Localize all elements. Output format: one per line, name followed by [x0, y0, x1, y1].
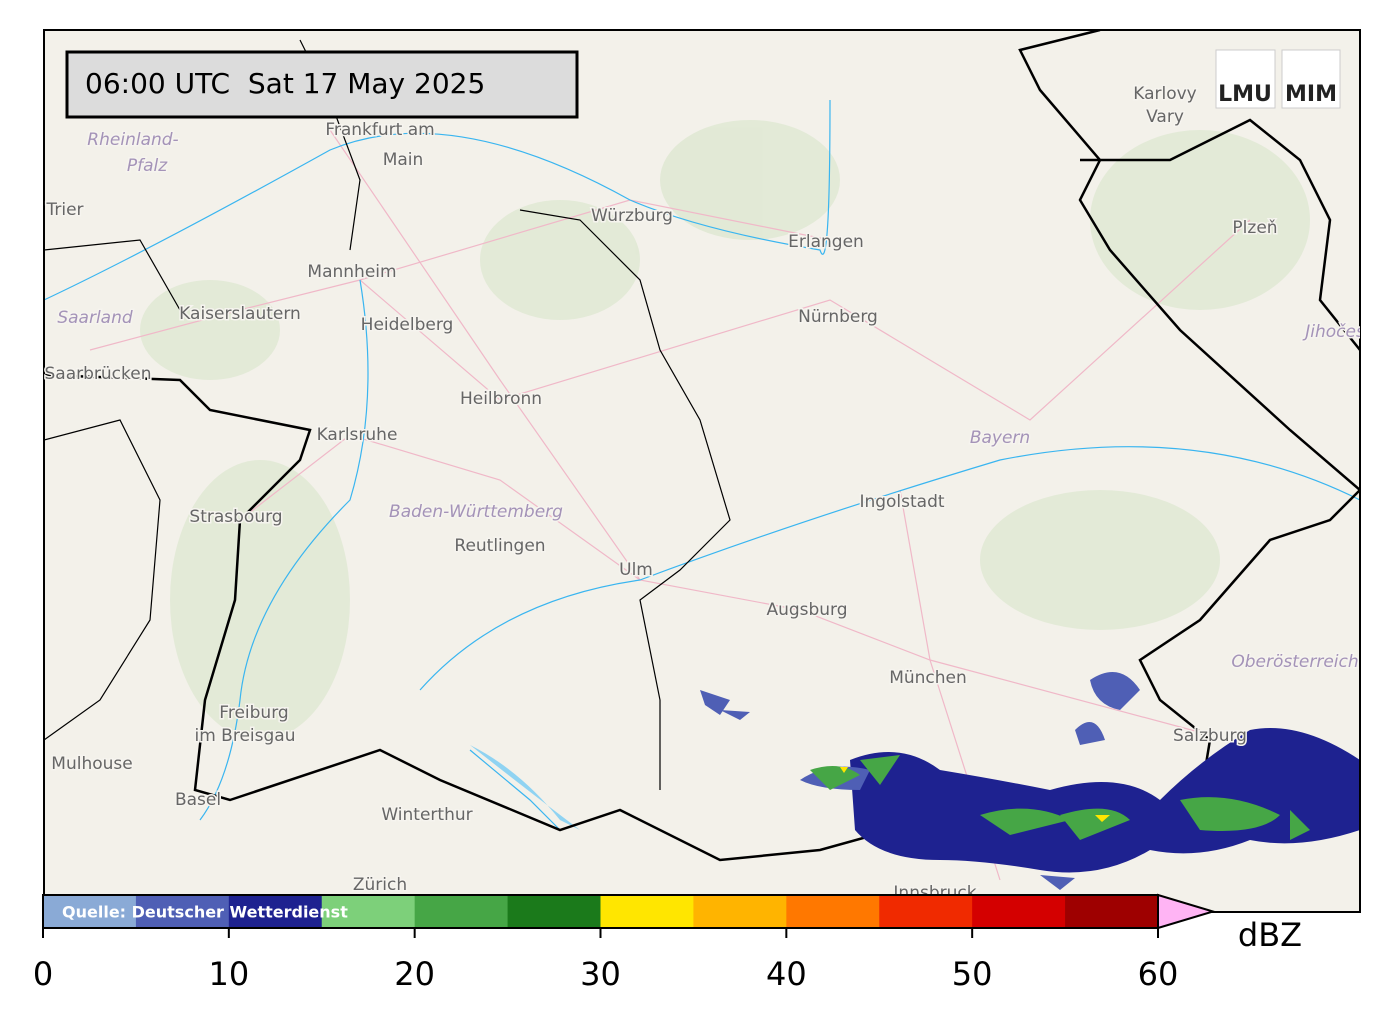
colorbar-segment [693, 895, 787, 928]
map [44, 30, 1360, 912]
place-label: Strasbourg [189, 507, 282, 527]
place-label: Pfalz [127, 156, 168, 176]
place-label: im Breisgau [195, 726, 296, 746]
logo-lmu: LMU [1218, 82, 1272, 107]
timestamp-box [65, 50, 579, 119]
place-label: Karlsruhe [317, 425, 398, 445]
place-label: Ulm [619, 560, 653, 580]
colorbar-tick-label: 30 [580, 955, 621, 993]
place-label: Mannheim [307, 262, 396, 282]
colorbar-tick-label: 20 [394, 955, 435, 993]
logo-mim: MIM [1285, 82, 1337, 107]
place-label: Frankfurt am [325, 120, 434, 140]
place-label: Main [383, 150, 424, 170]
place-label: Saarbrücken [45, 364, 152, 384]
place-label: Oberösterreich [1231, 652, 1358, 672]
place-label: Würzburg [591, 206, 673, 226]
colorbar-segment [43, 895, 137, 928]
colorbar-segment [321, 895, 416, 928]
colorbar-segment [600, 895, 694, 928]
source-credit: Quelle: Deutscher Wetterdienst [62, 903, 348, 922]
colorbar-segment [786, 895, 880, 928]
colorbar-segment [879, 895, 973, 928]
radar-echo [700, 672, 1360, 890]
colorbar-tick-label: 10 [208, 955, 249, 993]
place-label: Baden-Württemberg [389, 502, 563, 522]
colorbar-tick-label: 60 [1138, 955, 1179, 993]
place-label: Reutlingen [454, 536, 545, 556]
place-label: Heidelberg [361, 315, 454, 335]
place-label: Rheinland- [87, 130, 178, 150]
colorbar-segment [1065, 895, 1159, 928]
colorbar-tick-label: 40 [766, 955, 807, 993]
timestamp: 06:00 UTC Sat 17 May 2025 [85, 67, 485, 100]
place-label: Heilbronn [460, 389, 542, 409]
place-label: Saarland [57, 308, 133, 328]
place-label: Winterthur [381, 805, 472, 825]
colorbar-segment [507, 895, 601, 928]
colorbar-segment [135, 895, 230, 928]
logo-box [1281, 49, 1341, 109]
place-label: Mulhouse [51, 754, 132, 774]
colorbar-label: dBZ [1238, 916, 1302, 954]
place-label: Erlangen [788, 232, 864, 252]
place-label: Trier [45, 200, 83, 220]
place-label: München [889, 668, 967, 688]
colorbar-segment [228, 895, 323, 928]
colorbar-segment [414, 895, 509, 928]
place-label: Freiburg [219, 703, 288, 723]
place-labels: Frankfurt am Main Rheinland- Pfalz Trier Mann… [44, 83, 1385, 905]
place-label: Plzeň [1232, 218, 1277, 238]
colorbar-tick-label: 0 [33, 955, 53, 993]
place-label: Augsburg [766, 600, 847, 620]
place-label: Nürnberg [798, 307, 878, 327]
colorbar-segment [972, 895, 1066, 928]
place-label: Salzburg [1173, 726, 1247, 746]
colorbar: 0 10 20 30 40 50 60 dBZ [33, 893, 1302, 993]
place-label: Vary [1146, 107, 1184, 127]
place-label: Kaiserslautern [179, 304, 301, 324]
place-label: Jihočeský [1302, 322, 1385, 342]
place-label: Karlovy [1133, 84, 1197, 104]
place-label: Ingolstadt [859, 492, 944, 512]
logo-box [1215, 49, 1276, 109]
place-label: Bayern [970, 428, 1030, 448]
place-label: Zürich [353, 875, 407, 895]
lake [470, 745, 580, 830]
colorbar-tick-label: 50 [952, 955, 993, 993]
place-label: Basel [175, 790, 221, 810]
rivers [44, 99, 1360, 831]
